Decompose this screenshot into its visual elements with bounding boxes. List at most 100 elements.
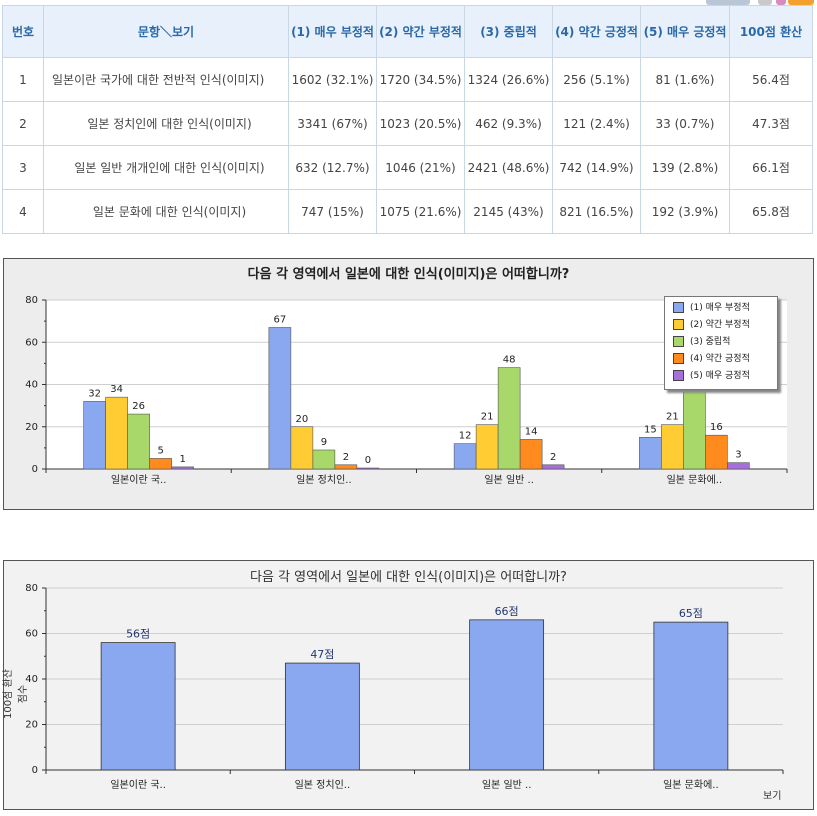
y-tick-label: 0: [32, 464, 38, 475]
chart-bar: [541, 464, 565, 470]
chart2-title: 다음 각 영역에서 일본에 대한 인식(이미지)은 어떠합니까?: [250, 570, 567, 585]
row-c1: 1602 (32.1%): [288, 57, 377, 102]
row-score: 66.1점: [729, 145, 813, 190]
chart1-title: 다음 각 영역에서 일본에 대한 인식(이미지)은 어떠합니까?: [247, 267, 570, 282]
x-tick-label: 일본이란 국..: [111, 474, 167, 486]
row-c2: 1075 (21.6%): [376, 189, 465, 234]
row-c1: 3341 (67%): [288, 101, 377, 146]
y-tick-label: 60: [25, 337, 38, 348]
row-number: 1: [2, 57, 44, 102]
chart-bar: [519, 439, 543, 470]
data-label: 21: [666, 412, 679, 423]
data-label: 3: [735, 450, 741, 461]
chart-bar: [356, 467, 380, 470]
legend-item: (1) 매우 부정적: [673, 301, 750, 315]
data-label: 9: [321, 437, 327, 448]
legend-label: (3) 중립적: [690, 337, 731, 347]
row-c5: 33 (0.7%): [640, 101, 730, 146]
data-label: 34: [110, 384, 123, 395]
x-tick-label: 일본 일반 ..: [484, 474, 534, 486]
table-row: 2 일본 정치인에 대한 인식(이미지) 3341 (67%) 1023 (20…: [2, 101, 813, 146]
header-number: 번호: [2, 5, 44, 58]
x-tick-label: 일본 정치인..: [296, 474, 352, 486]
data-label: 21: [481, 412, 494, 423]
data-label: 48: [503, 355, 516, 366]
toolbar-orange-icon[interactable]: [788, 0, 814, 5]
legend-item: (5) 매우 긍정적: [673, 369, 750, 383]
chart1-legend: (1) 매우 부정적 (2) 약간 부정적 (3) 중립적 (4) 약간 긍정적…: [664, 296, 778, 390]
legend-label: (5) 매우 긍정적: [690, 371, 750, 381]
data-label: 5: [157, 445, 163, 456]
row-number: 3: [2, 145, 44, 190]
x-tick-label: 일본 정치인..: [295, 779, 351, 791]
legend-swatch: [673, 319, 684, 330]
y-tick-label: 20: [25, 720, 38, 731]
y-tick-label: 20: [25, 422, 38, 433]
row-score: 47.3점: [729, 101, 813, 146]
x-tick-label: 일본이란 국..: [110, 779, 166, 791]
table-row: 4 일본 문화에 대한 인식(이미지) 747 (15%) 1075 (21.6…: [2, 189, 813, 234]
toolbar-pink-icon[interactable]: [776, 0, 786, 5]
table-row: 3 일본 일반 개개인에 대한 인식(이미지) 632 (12.7%) 1046…: [2, 145, 813, 190]
legend-label: (1) 매우 부정적: [690, 303, 750, 313]
header-somewhat-negative: (2) 약간 부정적: [376, 5, 465, 58]
header-very-negative: (1) 매우 부정적: [288, 5, 377, 58]
chart-bar: [171, 466, 194, 470]
data-label: 2: [343, 452, 349, 463]
row-c5: 192 (3.9%): [640, 189, 730, 234]
header-score: 100점 환산: [729, 5, 813, 58]
chart-bar: [639, 437, 662, 470]
x-tick-label: 일본 문화에..: [667, 474, 723, 486]
chart-bar: [290, 426, 314, 470]
row-c4: 121 (2.4%): [552, 101, 641, 146]
header-somewhat-positive: (4) 약간 긍정적: [552, 5, 641, 58]
table-header-row: 번호 문항＼보기 (1) 매우 부정적 (2) 약간 부정적 (3) 중립적 (…: [2, 5, 813, 58]
top-toolbar-icons: [700, 0, 817, 6]
data-label: 32: [88, 388, 101, 399]
data-label: 2: [550, 452, 556, 463]
y-tick-label: 0: [32, 765, 38, 776]
chart-bar: [469, 619, 545, 771]
data-label: 16: [710, 422, 723, 433]
chart-bar: [653, 621, 729, 771]
row-c4: 256 (5.1%): [552, 57, 641, 102]
chart2-y-axis-label: 100점 환산 점수: [3, 669, 29, 719]
y-tick-label: 40: [25, 380, 38, 391]
data-label: 65점: [679, 607, 703, 620]
row-c5: 81 (1.6%): [640, 57, 730, 102]
row-c5: 139 (2.8%): [640, 145, 730, 190]
header-neutral: (3) 중립적: [464, 5, 553, 58]
y-tick-label: 80: [25, 295, 38, 306]
chart-bar: [727, 462, 750, 470]
data-label: 66점: [495, 605, 519, 618]
chart-bar: [100, 642, 176, 771]
chart-bar: [268, 327, 292, 470]
x-tick-label: 일본 일반 ..: [482, 779, 532, 791]
row-score: 56.4점: [729, 57, 813, 102]
toolbar-tab-icon[interactable]: [706, 0, 750, 5]
row-c3: 1324 (26.6%): [464, 57, 553, 102]
row-question: 일본 문화에 대한 인식(이미지): [43, 189, 289, 234]
legend-item: (4) 약간 긍정적: [673, 352, 750, 366]
data-label: 1: [179, 454, 185, 465]
y-tick-label: 40: [25, 674, 38, 685]
row-number: 2: [2, 101, 44, 146]
row-question: 일본이란 국가에 대한 전반적 인식(이미지): [43, 57, 289, 102]
row-question: 일본 일반 개개인에 대한 인식(이미지): [43, 145, 289, 190]
toolbar-button-icon[interactable]: [758, 0, 772, 5]
row-c2: 1720 (34.5%): [376, 57, 465, 102]
row-c3: 2145 (43%): [464, 189, 553, 234]
y-tick-label: 80: [25, 583, 38, 594]
survey-results-table: 번호 문항＼보기 (1) 매우 부정적 (2) 약간 부정적 (3) 중립적 (…: [2, 5, 813, 234]
row-number: 4: [2, 189, 44, 234]
row-c2: 1023 (20.5%): [376, 101, 465, 146]
legend-swatch: [673, 336, 684, 347]
data-label: 14: [525, 426, 538, 437]
chart-bar: [453, 443, 477, 470]
data-label: 56점: [126, 628, 150, 641]
row-question: 일본 정치인에 대한 인식(이미지): [43, 101, 289, 146]
data-label: 12: [459, 431, 472, 442]
chart-bar: [105, 396, 128, 470]
chart-bar: [661, 424, 684, 470]
distribution-chart: 0 20 40 60 80 일본이란 국.. 일본 정치인.. 일본 일반 .. 일본 문화에.…: [25, 295, 788, 486]
